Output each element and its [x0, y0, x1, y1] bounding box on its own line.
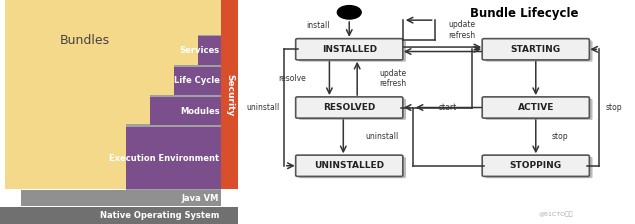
Bar: [174, 67, 222, 95]
Text: Native Operating System: Native Operating System: [100, 211, 219, 220]
Polygon shape: [5, 0, 222, 189]
Bar: [126, 127, 222, 189]
Bar: [174, 65, 222, 96]
Text: stop: stop: [552, 132, 568, 141]
Bar: [126, 124, 222, 190]
Bar: [197, 36, 222, 65]
Text: install: install: [306, 21, 330, 30]
FancyBboxPatch shape: [296, 39, 403, 60]
Text: Modules: Modules: [180, 107, 220, 116]
FancyBboxPatch shape: [299, 40, 406, 62]
Text: Services: Services: [180, 46, 220, 55]
FancyBboxPatch shape: [482, 97, 589, 118]
Bar: [150, 97, 222, 125]
Circle shape: [337, 6, 361, 19]
Text: UNINSTALLED: UNINSTALLED: [314, 161, 384, 170]
Text: @51CTO博客: @51CTO博客: [538, 212, 573, 217]
Bar: [150, 95, 222, 128]
FancyBboxPatch shape: [485, 99, 592, 120]
FancyBboxPatch shape: [296, 97, 403, 118]
Text: Java VM: Java VM: [182, 194, 219, 203]
Bar: [22, 190, 222, 206]
Text: start: start: [438, 103, 457, 112]
Text: RESOLVED: RESOLVED: [323, 103, 375, 112]
Text: Bundle Lifecycle: Bundle Lifecycle: [470, 7, 578, 20]
FancyBboxPatch shape: [485, 157, 592, 178]
Text: Security: Security: [225, 73, 234, 116]
Text: uninstall: uninstall: [246, 103, 280, 112]
Text: uninstall: uninstall: [365, 132, 398, 141]
Text: INSTALLED: INSTALLED: [322, 45, 377, 54]
Text: STARTING: STARTING: [511, 45, 561, 54]
FancyBboxPatch shape: [482, 39, 589, 60]
Text: update
refresh: update refresh: [448, 20, 476, 40]
FancyBboxPatch shape: [299, 157, 406, 178]
Text: ACTIVE: ACTIVE: [518, 103, 554, 112]
Text: resolve: resolve: [278, 74, 305, 83]
FancyBboxPatch shape: [296, 155, 403, 176]
FancyBboxPatch shape: [485, 40, 592, 62]
FancyBboxPatch shape: [299, 99, 406, 120]
Bar: [0, 207, 238, 224]
Text: stop: stop: [605, 103, 622, 112]
Text: STOPPING: STOPPING: [510, 161, 562, 170]
Text: Life Cycle: Life Cycle: [173, 76, 220, 86]
Text: Bundles: Bundles: [60, 34, 110, 47]
Text: Execution Environment: Execution Environment: [109, 153, 220, 163]
FancyBboxPatch shape: [482, 155, 589, 176]
Bar: [222, 0, 238, 189]
Text: update
refresh: update refresh: [379, 69, 406, 88]
Bar: [197, 35, 222, 66]
